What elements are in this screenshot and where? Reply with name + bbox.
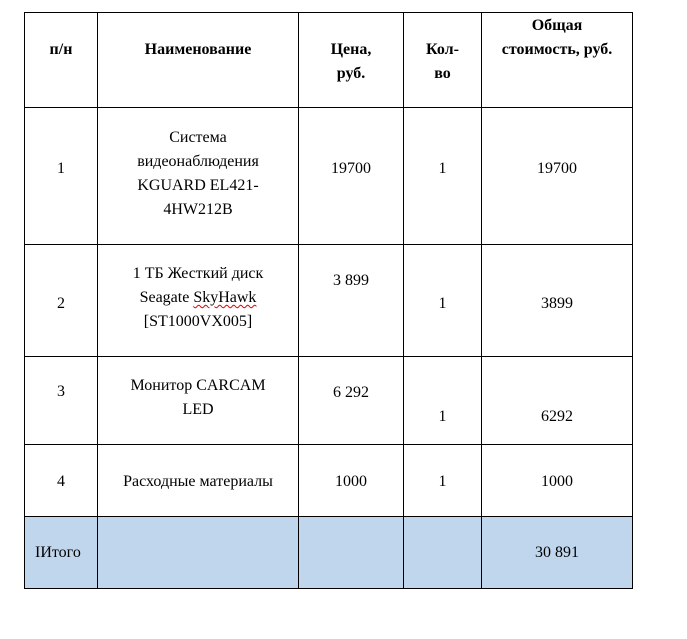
row-total: 19700 bbox=[481, 107, 633, 245]
row-qty: 1 bbox=[403, 244, 482, 357]
name-line: [ST1000VX005] bbox=[143, 313, 253, 330]
name-line: LED bbox=[182, 401, 214, 418]
total-row: IИтого 30 891 bbox=[24, 516, 633, 589]
table-row: 3 Монитор CARCAM LED 6 292 1 6292 bbox=[24, 356, 633, 445]
row-total: 3899 bbox=[481, 244, 633, 357]
header-name: Наименование bbox=[97, 12, 299, 108]
row-name: 1 ТБ Жесткий диск Seagate SkyHawk [ST1000V… bbox=[97, 244, 299, 357]
grand-total: 30 891 bbox=[481, 516, 633, 589]
row-number: 3 bbox=[24, 356, 98, 445]
row-number: 1 bbox=[24, 107, 98, 245]
row-qty: 1 bbox=[403, 107, 482, 245]
header-price-line: Цена, bbox=[330, 41, 372, 58]
total-label: IИтого bbox=[24, 516, 98, 589]
row-name: Система видеонаблюдения KGUARD EL421- 4HW21… bbox=[97, 107, 299, 245]
empty-cell bbox=[97, 516, 299, 589]
row-qty: 1 bbox=[403, 444, 482, 517]
header-price: Цена, руб. bbox=[298, 12, 404, 108]
row-total: 6292 bbox=[481, 356, 633, 445]
row-qty: 1 bbox=[403, 356, 482, 445]
header-price-line: руб. bbox=[336, 65, 366, 82]
cost-table: п/н Наименование Цена, руб. Кол-во Общая с… bbox=[24, 12, 633, 589]
row-number: 4 bbox=[24, 444, 98, 517]
row-price: 3 899 bbox=[298, 244, 404, 357]
row-name: Расходные материалы bbox=[97, 444, 299, 517]
header-number: п/н bbox=[24, 12, 98, 108]
row-price: 6 292 bbox=[298, 356, 404, 445]
name-line: 1 ТБ Жесткий диск bbox=[132, 265, 264, 282]
row-name: Монитор CARCAM LED bbox=[97, 356, 299, 445]
table-row: 2 1 ТБ Жесткий диск Seagate SkyHawk [ST100… bbox=[24, 244, 633, 357]
empty-cell bbox=[298, 516, 404, 589]
name-line: 4HW212B bbox=[163, 201, 233, 218]
name-line: KGUARD EL421- bbox=[137, 177, 259, 194]
empty-cell bbox=[403, 516, 482, 589]
table-row: 1 Система видеонаблюдения KGUARD EL421- 4HW… bbox=[24, 107, 633, 245]
header-total-line: стоимость, руб. bbox=[501, 41, 613, 58]
row-price: 1000 bbox=[298, 444, 404, 517]
header-row: п/н Наименование Цена, руб. Кол-во Общая с… bbox=[24, 12, 633, 108]
header-qty-label: Кол-во bbox=[426, 41, 459, 82]
name-line: Seagate bbox=[139, 289, 194, 306]
table-row: 4 Расходные материалы 1000 1 1000 bbox=[24, 444, 633, 517]
row-number: 2 bbox=[24, 244, 98, 357]
name-line: Монитор CARCAM bbox=[130, 377, 266, 394]
name-line: Система bbox=[169, 129, 227, 146]
row-total: 1000 bbox=[481, 444, 633, 517]
header-total-line: Общая bbox=[531, 17, 583, 34]
spellcheck-underlined-word: SkyHawk bbox=[193, 289, 257, 306]
row-price: 19700 bbox=[298, 107, 404, 245]
header-total: Общая стоимость, руб. bbox=[481, 12, 633, 108]
name-line: видеонаблюдения bbox=[137, 153, 259, 170]
header-qty: Кол-во bbox=[403, 12, 482, 108]
